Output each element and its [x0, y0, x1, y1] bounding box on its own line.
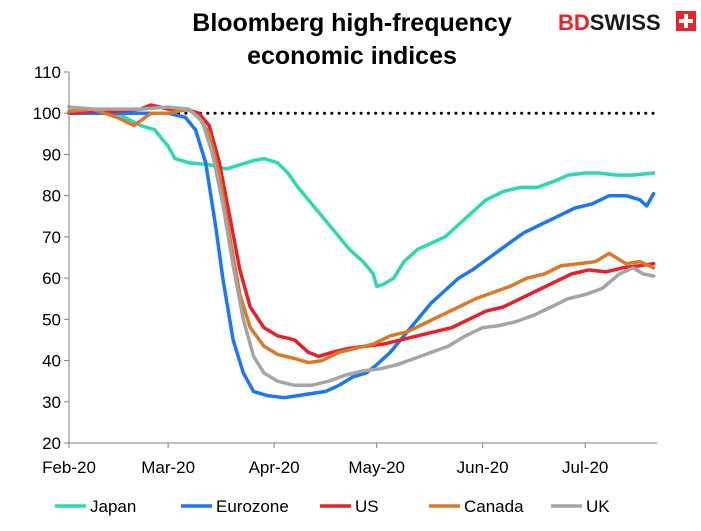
- series-line-canada: [67, 107, 656, 365]
- series-line-us: [67, 103, 656, 359]
- y-axis: 20 30 40 50 60 70 80 90 100 110: [33, 63, 70, 453]
- y-tick-label: 60: [42, 269, 61, 288]
- x-tick-label: Jun-20: [457, 458, 509, 477]
- y-tick-label: 80: [42, 187, 61, 206]
- y-tick-label: 50: [42, 310, 61, 329]
- legend-label-canada: Canada: [464, 497, 524, 516]
- swiss-cross-horizontal: [679, 19, 693, 23]
- chart-title-line-1: Bloomberg high-frequency: [192, 9, 512, 37]
- legend-label-us: US: [355, 497, 379, 516]
- y-tick-label: 40: [42, 352, 61, 371]
- legend-item-japan: Japan: [55, 497, 136, 516]
- y-tick-label: 90: [42, 145, 61, 164]
- legend-item-us: US: [320, 497, 379, 516]
- y-tick-label: 110: [34, 63, 61, 82]
- legend-item-eurozone: Eurozone: [181, 497, 289, 516]
- x-tick-label: May-20: [348, 458, 405, 477]
- y-tick-label: 20: [42, 434, 61, 453]
- legend-item-uk: UK: [551, 497, 610, 516]
- x-tick-label: Apr-20: [249, 458, 300, 477]
- svg-text:BDSWISS: BDSWISS: [558, 10, 661, 35]
- x-tick-label: Feb-20: [42, 458, 96, 477]
- legend-label-eurozone: Eurozone: [216, 497, 289, 516]
- x-axis: Feb-20 Mar-20 Apr-20 May-20 Jun-20 Jul-20: [42, 442, 657, 477]
- series-line-japan: [67, 111, 656, 289]
- y-tick-label: 30: [42, 393, 61, 412]
- bdswiss-logo: BDSWISS: [558, 10, 696, 35]
- legend-label-uk: UK: [586, 497, 610, 516]
- legend-item-canada: Canada: [429, 497, 524, 516]
- chart-title-line-2: economic indices: [247, 42, 457, 70]
- y-tick-label: 70: [42, 228, 61, 247]
- legend-label-japan: Japan: [90, 497, 136, 516]
- chart-title: Bloomberg high-frequency economic indice…: [192, 9, 512, 70]
- x-tick-label: Jul-20: [562, 458, 608, 477]
- legend: Japan Eurozone US Canada UK: [55, 497, 610, 516]
- logo-bd-text: BD: [558, 10, 590, 35]
- logo-swiss-text: SWISS: [590, 10, 661, 35]
- series-line-uk: [67, 105, 656, 388]
- y-tick-label: 100: [33, 104, 61, 123]
- x-tick-label: Mar-20: [141, 458, 195, 477]
- plot-area: [67, 103, 656, 400]
- series-line-eurozone: [67, 111, 656, 400]
